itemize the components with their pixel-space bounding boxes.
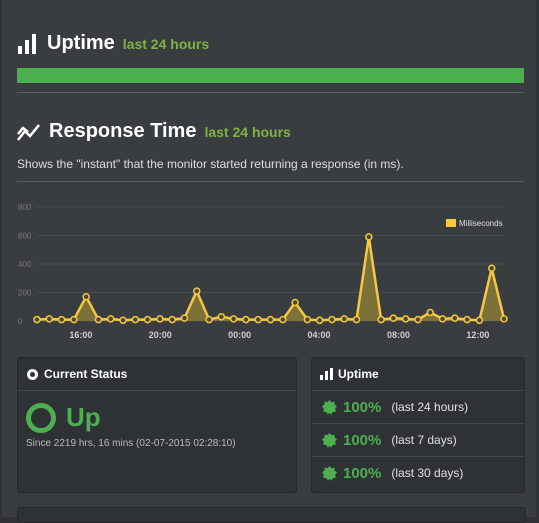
dot-circle-icon bbox=[27, 368, 38, 380]
x-tick-label: 04:00 bbox=[308, 330, 331, 340]
divider bbox=[17, 92, 524, 93]
data-point bbox=[106, 315, 115, 323]
data-point bbox=[242, 315, 250, 324]
data-point bbox=[315, 316, 324, 325]
data-point bbox=[266, 315, 275, 324]
response-time-title: Response Time bbox=[49, 120, 197, 142]
data-point bbox=[205, 315, 213, 324]
x-tick-label: 16:00 bbox=[69, 330, 92, 340]
bar-chart-icon bbox=[18, 33, 36, 54]
data-point bbox=[303, 315, 312, 324]
data-point bbox=[451, 314, 459, 322]
next-panel bbox=[17, 507, 526, 523]
data-point bbox=[82, 293, 90, 301]
data-point bbox=[377, 315, 385, 324]
data-point bbox=[438, 315, 447, 323]
data-point bbox=[426, 308, 435, 317]
x-tick-label: 12:00 bbox=[466, 330, 489, 340]
data-point bbox=[131, 315, 140, 324]
current-status-header: Current Status bbox=[18, 358, 296, 391]
uptime-title: Uptime bbox=[47, 32, 115, 54]
current-status-panel: Current Status Up Since 2219 hrs, 16 min… bbox=[17, 357, 297, 493]
y-tick-label: 0 bbox=[18, 317, 23, 326]
uptime-period: (last 24 hours) bbox=[391, 400, 469, 414]
uptime-period: (last 7 days) bbox=[391, 433, 457, 447]
y-tick-label: 800 bbox=[18, 203, 32, 212]
data-point bbox=[463, 315, 471, 324]
response-time-subtitle: last 24 hours bbox=[204, 124, 291, 140]
data-point bbox=[180, 314, 189, 322]
data-point bbox=[45, 315, 54, 323]
data-point bbox=[401, 315, 410, 323]
data-point bbox=[254, 315, 262, 324]
uptime-panel-header: Uptime bbox=[312, 358, 524, 391]
data-point bbox=[70, 315, 78, 324]
uptime-period: (last 30 days) bbox=[391, 466, 464, 480]
uptime-subtitle: last 24 hours bbox=[122, 36, 210, 52]
data-point bbox=[168, 315, 176, 324]
data-point bbox=[475, 316, 484, 325]
x-tick-label: 08:00 bbox=[387, 330, 410, 340]
data-point bbox=[414, 315, 422, 324]
data-point bbox=[365, 233, 373, 241]
status-text: Up bbox=[66, 402, 101, 432]
y-tick-label: 200 bbox=[18, 289, 32, 298]
uptime-row: 100% (last 7 days) bbox=[312, 424, 524, 457]
data-point bbox=[94, 315, 103, 324]
badge-check-icon bbox=[322, 399, 337, 415]
response-time-heading: Response Time last 24 hours bbox=[17, 120, 291, 143]
data-point bbox=[291, 298, 299, 307]
uptime-rows: 100% (last 24 hours) 100% (last 7 days) 100%… bbox=[312, 391, 524, 489]
bar-chart-icon bbox=[320, 368, 333, 380]
uptime-percent: 100% bbox=[343, 431, 382, 449]
series-line bbox=[36, 236, 506, 322]
data-point bbox=[279, 315, 287, 324]
data-point bbox=[500, 315, 508, 323]
data-point bbox=[119, 316, 127, 325]
data-point bbox=[487, 264, 496, 273]
badge-check-icon bbox=[322, 465, 337, 481]
uptime-panel: Uptime 100% (last 24 hours) 100% (last 7 da… bbox=[311, 357, 525, 493]
response-time-description: Shows the "instant" that the monitor sta… bbox=[17, 157, 404, 171]
data-point bbox=[389, 314, 398, 322]
current-status-title: Current Status bbox=[44, 367, 128, 381]
uptime-percent: 100% bbox=[343, 464, 382, 482]
data-point bbox=[57, 315, 66, 324]
legend-label: Milliseconds bbox=[459, 219, 503, 228]
status-indicator: Up bbox=[26, 402, 101, 433]
y-tick-label: 600 bbox=[18, 232, 32, 241]
data-point bbox=[328, 315, 336, 324]
y-tick-label: 400 bbox=[18, 260, 32, 269]
uptime-row: 100% (last 24 hours) bbox=[312, 391, 524, 424]
series-area bbox=[37, 236, 504, 321]
data-point bbox=[193, 287, 201, 295]
data-point bbox=[143, 315, 152, 324]
uptime-panel-title: Uptime bbox=[338, 367, 379, 381]
uptime-percent: 100% bbox=[343, 398, 382, 416]
status-since: Since 2219 hrs, 16 mins (02-07-2015 02:2… bbox=[26, 438, 236, 449]
uptime-timeline-bar[interactable] bbox=[17, 68, 524, 83]
data-point bbox=[33, 315, 41, 324]
divider bbox=[17, 181, 524, 182]
data-point bbox=[156, 315, 164, 323]
data-point bbox=[229, 315, 238, 323]
status-up-icon bbox=[26, 402, 56, 433]
data-point bbox=[352, 315, 361, 324]
badge-check-icon bbox=[322, 432, 337, 448]
data-point bbox=[340, 315, 348, 323]
uptime-row: 100% (last 30 days) bbox=[312, 457, 524, 489]
x-tick-label: 00:00 bbox=[228, 330, 251, 340]
uptime-heading: Uptime last 24 hours bbox=[17, 32, 209, 55]
response-time-chart[interactable]: 0 200 400 600 800 16:00 20:00 00:00 04:00 08:00 12… bbox=[12, 195, 517, 345]
line-chart-icon bbox=[17, 123, 40, 141]
x-tick-label: 20:00 bbox=[149, 330, 172, 340]
data-point bbox=[217, 312, 226, 321]
legend-swatch bbox=[446, 219, 456, 227]
